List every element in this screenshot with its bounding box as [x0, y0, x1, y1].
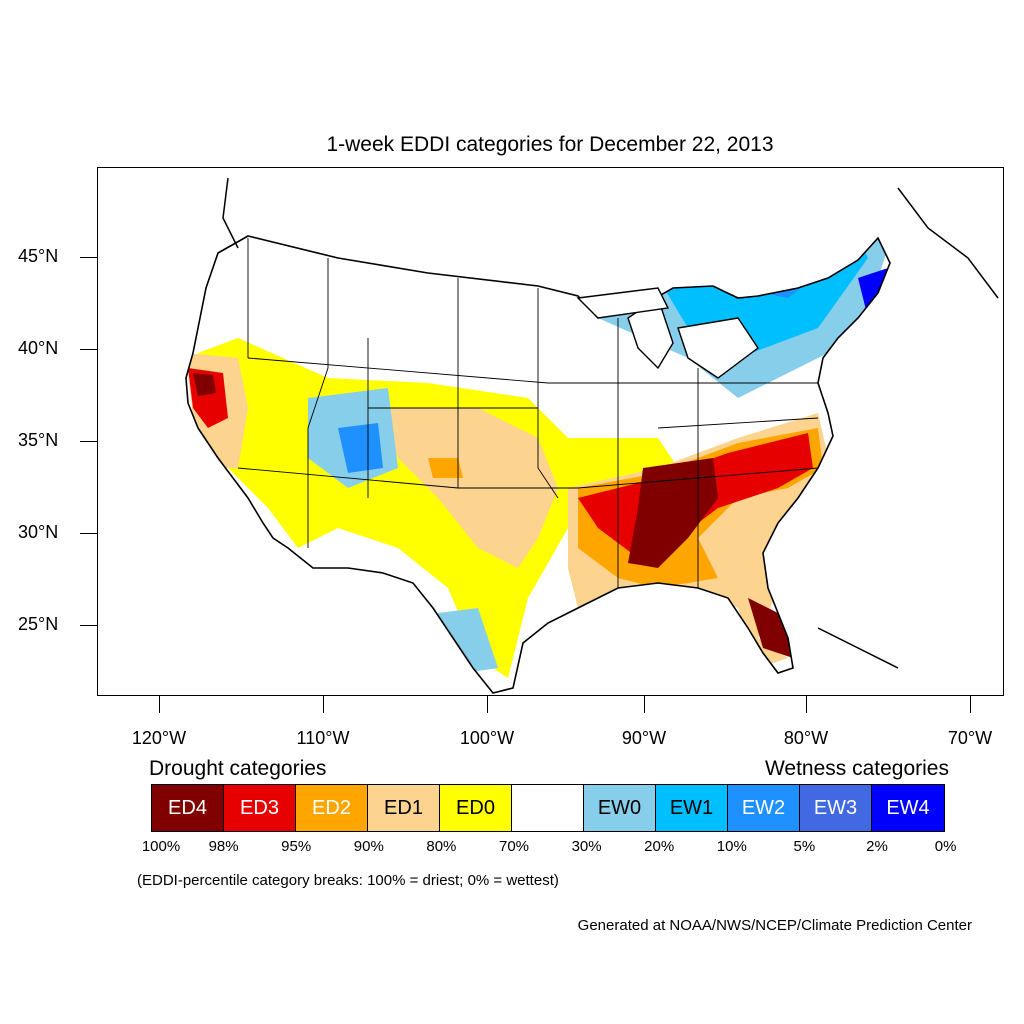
lon-label: 120°W	[131, 728, 187, 748]
lon-label: 80°W	[783, 728, 829, 748]
legend-swatch-ed1: ED1	[368, 785, 440, 831]
legend-note: (EDDI-percentile category breaks: 100% =…	[137, 872, 559, 889]
percentile-label: 20%	[644, 838, 675, 855]
lon-label: 110°W	[296, 728, 350, 748]
percentile-label: 5%	[793, 838, 816, 855]
percentile-label: 30%	[571, 838, 602, 855]
legend-swatch-ew1: EW1	[656, 785, 728, 831]
percentile-label: 80%	[426, 838, 457, 855]
lat-label: 35°N	[18, 430, 59, 450]
lat-label: 45°N	[18, 246, 59, 266]
lat-tick	[80, 349, 97, 350]
percentile-label: 70%	[498, 838, 530, 855]
eddi-field	[186, 236, 890, 693]
lon-label: 90°W	[621, 728, 667, 748]
legend-swatch-ed4: ED4	[152, 785, 224, 831]
lat-tick	[80, 441, 97, 442]
lat-tick	[80, 533, 97, 534]
legend-swatch-ed3: ED3	[224, 785, 296, 831]
lon-tick	[159, 696, 160, 713]
percentile-label: 2%	[866, 838, 888, 855]
percentile-label: 10%	[716, 838, 747, 855]
percentile-label: 95%	[281, 838, 312, 855]
legend-swatch-ew0: EW0	[584, 785, 656, 831]
lon-tick	[806, 696, 807, 713]
lat-label: 30°N	[18, 522, 59, 542]
lon-label: 100°W	[459, 728, 515, 748]
lat-tick	[80, 257, 97, 258]
legend-bar: ED4 ED3 ED2 ED1 ED0 EW0 EW1 EW2 EW3 EW4	[151, 784, 945, 832]
lon-tick	[970, 696, 971, 713]
legend-swatch-ew4: EW4	[872, 785, 944, 831]
lon-tick	[487, 696, 488, 713]
eddi-map	[185, 177, 999, 694]
percentile-label: 100%	[141, 838, 181, 855]
drought-categories-header: Drought categories	[149, 757, 327, 780]
legend-swatch-ed0: ED0	[440, 785, 512, 831]
percentile-label: 0%	[934, 838, 957, 855]
wetness-categories-header: Wetness categories	[764, 757, 949, 780]
percentile-label: 98%	[208, 838, 239, 855]
legend-swatch-ew2: EW2	[728, 785, 800, 831]
lat-label: 40°N	[18, 338, 59, 358]
map-frame	[97, 167, 1004, 696]
legend-swatch-neutral	[512, 785, 584, 831]
legend-swatch-ed2: ED2	[296, 785, 368, 831]
lon-tick	[644, 696, 645, 713]
legend-swatch-ew3: EW3	[800, 785, 872, 831]
percentile-label: 90%	[353, 838, 384, 855]
lat-label: 25°N	[18, 614, 59, 634]
lon-label: 70°W	[947, 728, 993, 748]
lon-tick	[323, 696, 324, 713]
lat-tick	[80, 625, 97, 626]
map-title: 1-week EDDI categories for December 22, …	[326, 133, 774, 156]
credit-line: Generated at NOAA/NWS/NCEP/Climate Predi…	[577, 917, 972, 934]
